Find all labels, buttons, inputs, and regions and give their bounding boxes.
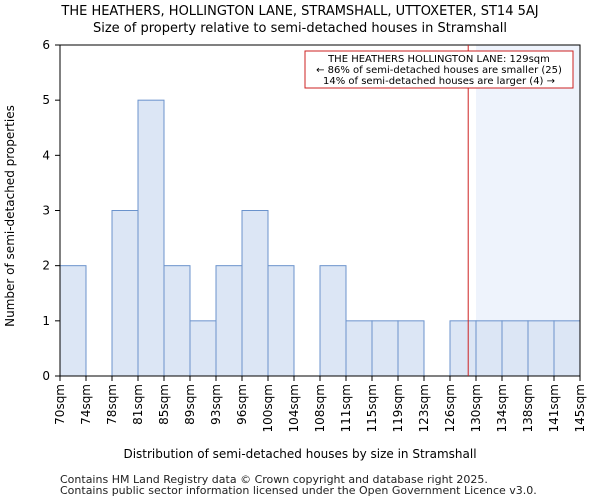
y-tick-label: 6 (42, 38, 50, 52)
x-tick-label: 119sqm (391, 384, 405, 432)
annotation-line-1: THE HEATHERS HOLLINGTON LANE: 129sqm (327, 54, 550, 65)
x-tick-label: 89sqm (183, 384, 197, 425)
footer-licence: Contains public sector information licen… (60, 484, 537, 497)
x-tick-label: 70sqm (53, 384, 67, 425)
x-tick-label: 145sqm (573, 384, 587, 432)
chart-title: THE HEATHERS, HOLLINGTON LANE, STRAMSHAL… (61, 4, 539, 19)
bar-85sqm (163, 265, 191, 377)
x-tick-label: 104sqm (287, 384, 301, 432)
bar-96sqm (241, 210, 269, 377)
bar-141sqm (553, 320, 581, 377)
bar-115sqm (371, 320, 399, 377)
footer-copyright: Contains HM Land Registry data © Crown c… (60, 473, 488, 486)
x-tick-label: 111sqm (339, 384, 353, 432)
bar-108sqm (319, 265, 347, 377)
x-tick-label: 126sqm (443, 384, 457, 432)
bar-70sqm (59, 265, 87, 377)
y-tick-label: 0 (42, 369, 50, 383)
x-tick-label: 100sqm (261, 384, 275, 432)
x-tick-label: 130sqm (469, 384, 483, 432)
x-tick-label: 74sqm (79, 384, 93, 425)
y-tick-label: 4 (42, 148, 50, 162)
bar-78sqm (111, 210, 139, 377)
annotation-line-3: 14% of semi-detached houses are larger (… (323, 76, 555, 87)
bar-89sqm (189, 320, 217, 377)
x-tick-label: 93sqm (209, 384, 223, 425)
bar-111sqm (345, 320, 373, 377)
x-tick-label: 81sqm (131, 384, 145, 425)
x-tick-label: 123sqm (417, 384, 431, 432)
y-tick-label: 3 (42, 204, 50, 218)
x-axis-label: Distribution of semi-detached houses by … (123, 447, 476, 461)
x-tick-label: 138sqm (521, 384, 535, 432)
y-axis-label: Number of semi-detached properties (3, 105, 17, 327)
chart-subtitle: Size of property relative to semi-detach… (92, 21, 508, 36)
bar-100sqm (267, 265, 295, 377)
annotation-box: THE HEATHERS HOLLINGTON LANE: 129sqm ← 8… (304, 50, 574, 89)
bar-130sqm (475, 320, 503, 377)
bar-126sqm (449, 320, 477, 377)
bar-138sqm (527, 320, 555, 377)
y-tick-label: 5 (42, 93, 50, 107)
x-tick-label: 85sqm (157, 384, 171, 425)
annotation-line-2: ← 86% of semi-detached houses are smalle… (316, 65, 562, 76)
bar-81sqm (137, 99, 165, 377)
x-tick-label: 78sqm (105, 384, 119, 425)
bar-119sqm (397, 320, 425, 377)
x-tick-label: 115sqm (365, 384, 379, 432)
bar-93sqm (215, 265, 243, 377)
bar-134sqm (501, 320, 529, 377)
x-tick-label: 141sqm (547, 384, 561, 432)
x-tick-label: 134sqm (495, 384, 509, 432)
y-tick-label: 1 (42, 314, 50, 328)
x-tick-label: 96sqm (235, 384, 249, 425)
x-tick-label: 108sqm (313, 384, 327, 432)
y-tick-label: 2 (42, 259, 50, 273)
